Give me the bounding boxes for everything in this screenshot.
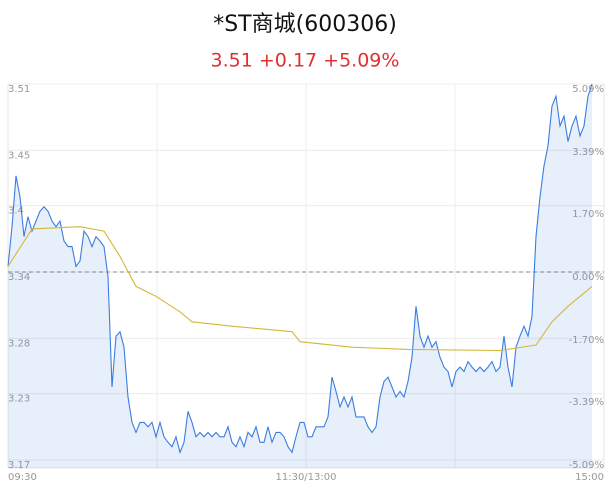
y-tick-label: 3.34 xyxy=(8,272,30,283)
x-tick-label: 15:00 xyxy=(575,472,604,483)
y2-tick-label: -1.70% xyxy=(569,335,604,346)
y-tick-label: 3.51 xyxy=(8,84,30,95)
x-tick-label: 11:30/13:00 xyxy=(275,472,336,483)
y2-tick-label: 0.00% xyxy=(572,272,604,283)
y2-tick-label: -5.09% xyxy=(569,460,604,471)
x-tick-label: 09:30 xyxy=(8,472,37,483)
y-tick-label: 3.45 xyxy=(8,150,30,161)
y-tick-label: 3.17 xyxy=(8,460,30,471)
series-line xyxy=(7,226,593,352)
y2-tick-label: 5.09% xyxy=(572,84,604,95)
y-tick-label: 3.23 xyxy=(8,394,30,405)
series-line xyxy=(7,83,593,455)
y2-tick-label: 1.70% xyxy=(572,209,604,220)
chart-subtitle: 3.51 +0.17 +5.09% xyxy=(211,50,400,72)
y2-tick-label: 3.39% xyxy=(572,147,604,158)
price-area xyxy=(8,84,592,468)
y-tick-label: 3.28 xyxy=(8,338,30,349)
y2-tick-label: -3.39% xyxy=(569,397,604,408)
y-tick-label: 3.4 xyxy=(8,206,24,217)
chart-title: *ST商城(600306) xyxy=(213,12,397,37)
